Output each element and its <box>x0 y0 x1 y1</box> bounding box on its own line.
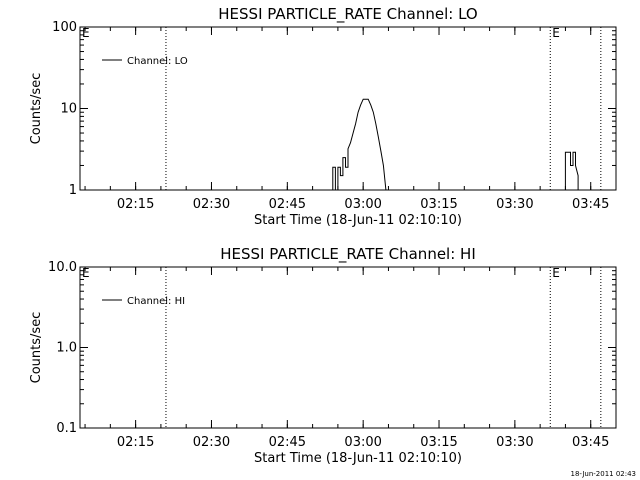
footer-timestamp: 18-Jun-2011 02:43 <box>571 470 637 478</box>
x-tick-label: 03:45 <box>572 197 609 212</box>
x-tick-label: 03:45 <box>572 435 609 450</box>
left-marker-label: E <box>82 266 90 280</box>
x-axis-label: Start Time (18-Jun-11 02:10:10) <box>254 213 462 228</box>
chart-hi-channel: HESSI PARTICLE_RATE Channel: HI 02:15 02:3… <box>29 245 617 466</box>
y-tick-label: 10.0 <box>48 260 77 275</box>
x-tick-label: 02:15 <box>117 435 154 450</box>
x-axis-label: Start Time (18-Jun-11 02:10:10) <box>254 451 462 466</box>
x-tick-label: 03:30 <box>496 435 533 450</box>
chart-lo-channel: HESSI PARTICLE_RATE Channel: LO 02:15 02:3… <box>29 5 617 228</box>
x-tick-label: 03:15 <box>420 197 457 212</box>
x-tick-label: 02:30 <box>193 435 230 450</box>
series-line <box>332 98 579 191</box>
x-tick-label: 02:45 <box>269 435 306 450</box>
y-tick-label: 1.0 <box>56 341 77 356</box>
x-tick-label: 03:00 <box>344 197 381 212</box>
legend-entry: Channel: HI <box>127 296 185 307</box>
left-marker-label: E <box>82 26 90 40</box>
y-axis-label: Counts/sec <box>29 312 44 384</box>
x-tick-label: 02:15 <box>117 197 154 212</box>
plot-frame <box>79 266 617 429</box>
x-tick-label: 03:30 <box>496 197 533 212</box>
y-tick-label: 0.1 <box>56 421 77 436</box>
legend-entry: Channel: LO <box>127 56 188 67</box>
y-tick-label: 100 <box>52 20 77 35</box>
event-marker-label: E <box>552 26 560 40</box>
event-marker-label: E <box>552 266 560 280</box>
chart-title: HESSI PARTICLE_RATE Channel: LO <box>218 5 477 24</box>
x-tick-label: 03:15 <box>420 435 457 450</box>
y-tick-label: 10 <box>60 102 77 117</box>
y-axis-label: Counts/sec <box>29 73 44 145</box>
y-tick-label: 1 <box>69 183 77 198</box>
x-tick-label: 02:45 <box>269 197 306 212</box>
x-tick-label: 03:00 <box>344 435 381 450</box>
chart-title: HESSI PARTICLE_RATE Channel: HI <box>220 245 476 264</box>
x-tick-label: 02:30 <box>193 197 230 212</box>
